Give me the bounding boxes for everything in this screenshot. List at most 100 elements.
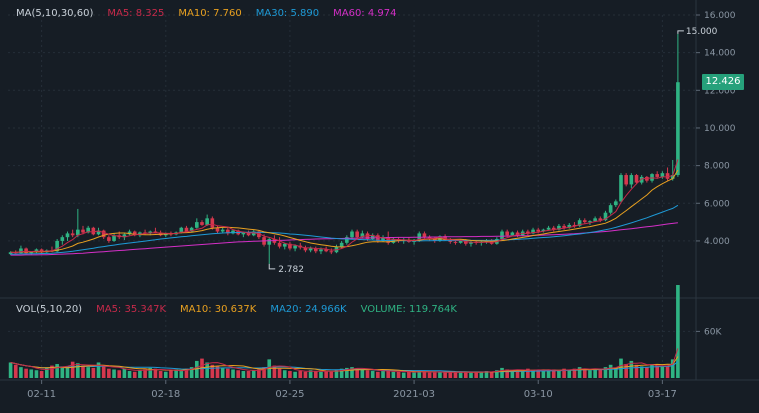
volume-bar xyxy=(401,372,406,378)
candle-body xyxy=(246,232,251,236)
volume-bar xyxy=(231,369,235,378)
candle-body xyxy=(293,245,297,249)
volume-bar xyxy=(282,370,287,378)
volume-bar xyxy=(293,371,297,378)
candle-body xyxy=(76,229,80,236)
time-tick-label: 2021-03 xyxy=(393,389,435,400)
candle-body xyxy=(650,174,654,181)
volume-legend-title: VOL(5,10,20) xyxy=(16,304,83,315)
candle-body xyxy=(91,227,96,235)
ma5-line xyxy=(10,159,679,254)
candle-body xyxy=(70,233,75,236)
candle-body xyxy=(282,243,287,247)
candle-body xyxy=(220,229,225,232)
volume-bar xyxy=(143,369,147,378)
candle-body xyxy=(619,175,623,202)
candle-body xyxy=(241,232,246,235)
ma10-line xyxy=(10,169,679,253)
min-price-label: 2.782 xyxy=(278,265,304,275)
candle-body xyxy=(531,229,535,234)
candle-body xyxy=(453,241,458,243)
candle-body xyxy=(148,231,153,234)
volume-bar xyxy=(629,360,634,378)
candle-body xyxy=(510,232,515,236)
volume-bar xyxy=(127,371,132,378)
candle-body xyxy=(469,241,473,244)
volume-bar xyxy=(50,365,54,378)
volume-bar xyxy=(634,364,639,378)
volume-bar xyxy=(427,372,432,378)
volume-bar xyxy=(593,368,597,378)
volume-bar xyxy=(350,367,354,378)
volume-bar xyxy=(443,372,447,378)
volume-bar xyxy=(148,367,153,378)
candle-body xyxy=(386,237,391,243)
candle-body xyxy=(639,176,644,183)
volume-bar xyxy=(262,367,266,378)
price-tick-label: 10.000 xyxy=(704,124,736,134)
volume-bar xyxy=(236,370,241,378)
volume-bar xyxy=(153,368,158,378)
volume-bar xyxy=(588,370,592,378)
volume-bar xyxy=(495,370,499,378)
candle-body xyxy=(112,235,116,241)
volume-bar xyxy=(639,366,644,378)
volume-bar xyxy=(44,367,49,378)
candle-body xyxy=(303,247,308,251)
candle-body xyxy=(572,224,577,226)
candle-body xyxy=(629,175,634,185)
volume-bar xyxy=(8,362,13,378)
price-tick-label: 12.000 xyxy=(704,86,736,96)
volume-bar xyxy=(365,370,370,378)
max-price-label: 15.000 xyxy=(686,27,718,37)
volume-bar xyxy=(272,365,277,378)
volume-bar xyxy=(158,371,163,378)
volume-bar xyxy=(220,367,225,378)
candle-body xyxy=(189,227,194,232)
candle-body xyxy=(634,175,639,183)
current-price-badge: 12.426 xyxy=(702,74,744,91)
candle-body xyxy=(660,173,665,177)
volume-bar xyxy=(412,372,416,378)
volume-bar xyxy=(39,371,44,378)
volume-bar xyxy=(546,370,551,378)
time-tick-label: 03-17 xyxy=(648,389,677,400)
volume-bar xyxy=(246,371,251,378)
volume-bar xyxy=(438,371,442,378)
price-tick-label: 16.000 xyxy=(704,11,736,21)
ma30-line xyxy=(10,204,679,255)
candle-body xyxy=(526,231,530,234)
volume-bar xyxy=(551,369,556,378)
volume-bar xyxy=(210,364,215,378)
candle-body xyxy=(132,231,137,236)
volume-bar xyxy=(665,365,670,378)
candle-body xyxy=(267,239,272,245)
volume-bar xyxy=(536,369,541,378)
volume-bar xyxy=(319,371,323,378)
candle-body xyxy=(122,234,127,238)
candle-body xyxy=(329,251,334,253)
candle-body xyxy=(8,252,13,255)
volume-bar xyxy=(608,364,613,378)
volume-bar xyxy=(407,371,411,378)
volume-bar xyxy=(189,367,194,378)
candle-body xyxy=(458,239,463,243)
volume-bar xyxy=(531,370,535,378)
volume-bar xyxy=(670,359,675,378)
candle-body xyxy=(355,231,359,238)
volume-bar xyxy=(510,371,515,378)
candle-body xyxy=(443,236,447,240)
volume-bar xyxy=(463,372,468,378)
volume-bar xyxy=(448,371,453,378)
volume-bar xyxy=(101,366,106,378)
volume-bar xyxy=(226,368,230,378)
volume-bar xyxy=(339,368,344,378)
price-tick-label: 4.000 xyxy=(704,237,730,247)
volume-bar xyxy=(603,367,608,378)
volume-bar xyxy=(313,371,318,378)
candle-body xyxy=(257,231,261,238)
candle-body xyxy=(670,175,675,179)
ma60-line xyxy=(10,222,678,256)
